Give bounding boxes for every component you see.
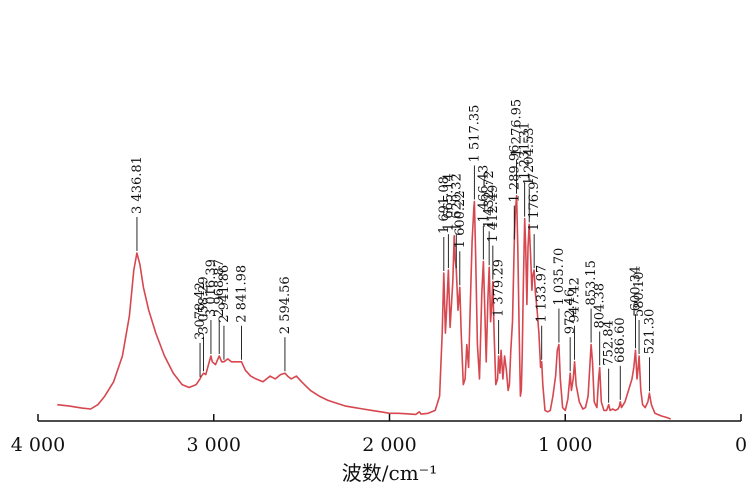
peak-label: 1 204.53: [522, 127, 537, 185]
peak-label: 3 436.81: [130, 156, 145, 214]
x-tick-label: 1 000: [538, 434, 592, 456]
peak-annotations: 3 436.81 3 078.423 058.293 016.392 968.87…: [130, 99, 657, 403]
peak-label: 686.60: [613, 317, 628, 363]
peak-label: 1 600.22: [453, 190, 468, 248]
peak-label: 804.38: [593, 283, 608, 329]
peak-label: 2 841.98: [235, 265, 250, 323]
peak-label: 1 176.97: [527, 173, 542, 231]
peak-label: 2 968.87: [212, 259, 227, 317]
peak-label: 3 078.42: [193, 282, 208, 340]
peak-label: 521.30: [642, 309, 657, 355]
x-tick-label: 3 000: [187, 434, 241, 456]
peak-label: 1 517.35: [467, 105, 482, 163]
peak-label: 3 016.39: [204, 259, 219, 317]
peak-label: 1 412.49: [486, 185, 501, 243]
peak-label: 1 276.95: [510, 99, 525, 157]
peak-label: 1 133.97: [535, 265, 550, 323]
peak-label: 1 432.72: [482, 170, 497, 228]
peak-label: 853.15: [584, 260, 599, 306]
peak-label: 2 594.56: [278, 276, 293, 334]
plot-area: [57, 194, 671, 420]
peak-label: 2 941.86: [217, 265, 232, 323]
peak-label: 972.46: [563, 289, 578, 335]
x-axis-title: 波数/cm⁻¹: [342, 461, 437, 485]
x-tick-label: 4 000: [11, 434, 65, 456]
peak-label: 1 379.29: [492, 259, 507, 317]
peak-label: 1 289.96: [507, 145, 522, 203]
peak-label: 1 231.31: [518, 122, 533, 180]
peak-label: 1 466.43: [476, 165, 491, 223]
peak-label: 1 691.08: [437, 176, 452, 234]
peak-label: 947.42: [568, 277, 583, 323]
peak-label: 1 665.14: [441, 173, 456, 231]
peak-label: 1 035.70: [552, 248, 567, 306]
peak-label: 3 058.29: [197, 276, 212, 334]
peak-label: 580.10: [632, 272, 647, 318]
x-axis-ticks: 4 000 3 000 2 000 1 000 0: [11, 414, 747, 456]
peak-label: 600.34: [629, 266, 644, 312]
spectrum-line: [57, 194, 671, 420]
x-tick-label: 0: [735, 434, 747, 456]
peak-label: 752.84: [602, 320, 617, 366]
x-tick-label: 2 000: [362, 434, 416, 456]
peak-label: 1 620.32: [449, 173, 464, 231]
